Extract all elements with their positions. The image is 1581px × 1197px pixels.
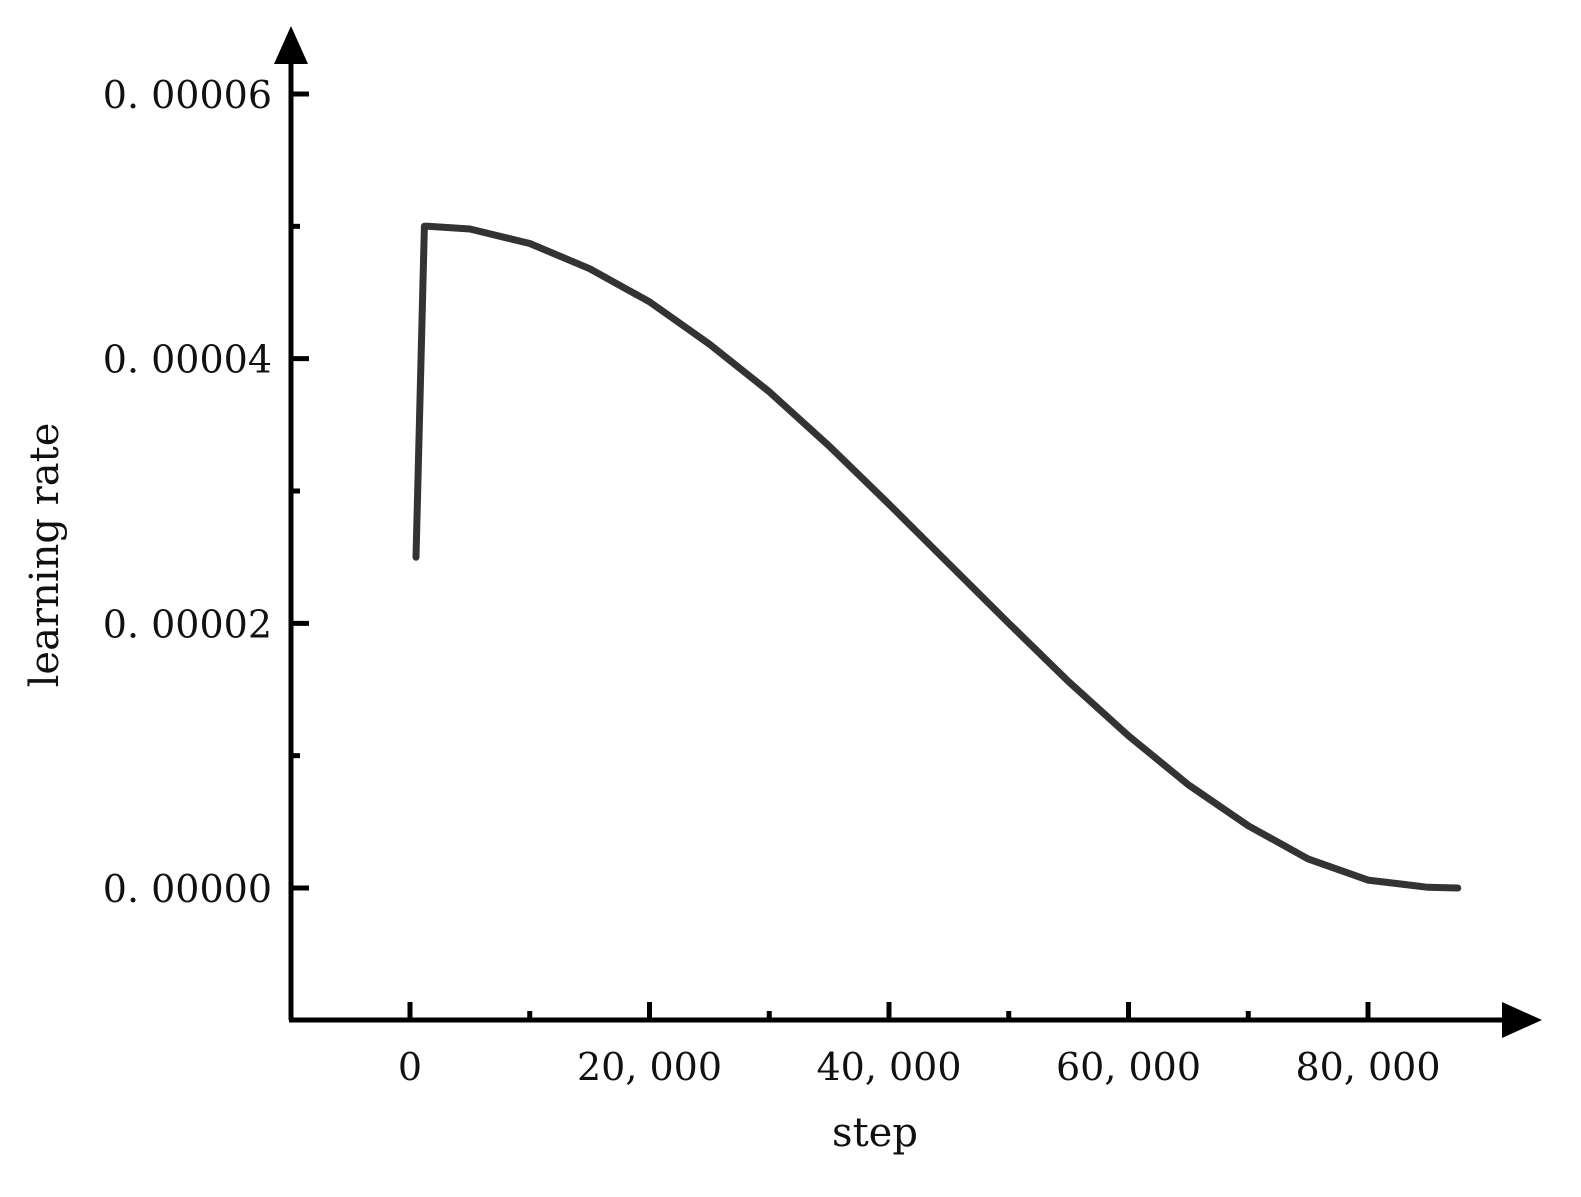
y-tick-label: 0. 00000 [103,867,272,911]
series [412,222,1462,892]
ticks: 0. 00000 0. 00002 0. 00004 0. 00006 0 20, 000… [103,73,1441,1089]
y-tick-label: 0. 00006 [103,73,272,117]
x-axis-title: step [832,1110,918,1156]
x-tick-label: 20, 000 [577,1045,722,1089]
x-tick-label: 80, 000 [1295,1045,1440,1089]
y-tick-label: 0. 00002 [103,602,272,646]
x-tick-label: 60, 000 [1056,1045,1201,1089]
learning-rate-line [412,222,1462,892]
x-axis-arrow [1502,1002,1542,1038]
y-axis-arrow [274,26,308,64]
y-tick-label: 0. 00004 [103,338,272,382]
axes [274,26,1542,1038]
x-tick-label: 0 [398,1045,422,1089]
y-axis-title: learning rate [22,423,68,688]
x-tick-label: 40, 000 [816,1045,961,1089]
